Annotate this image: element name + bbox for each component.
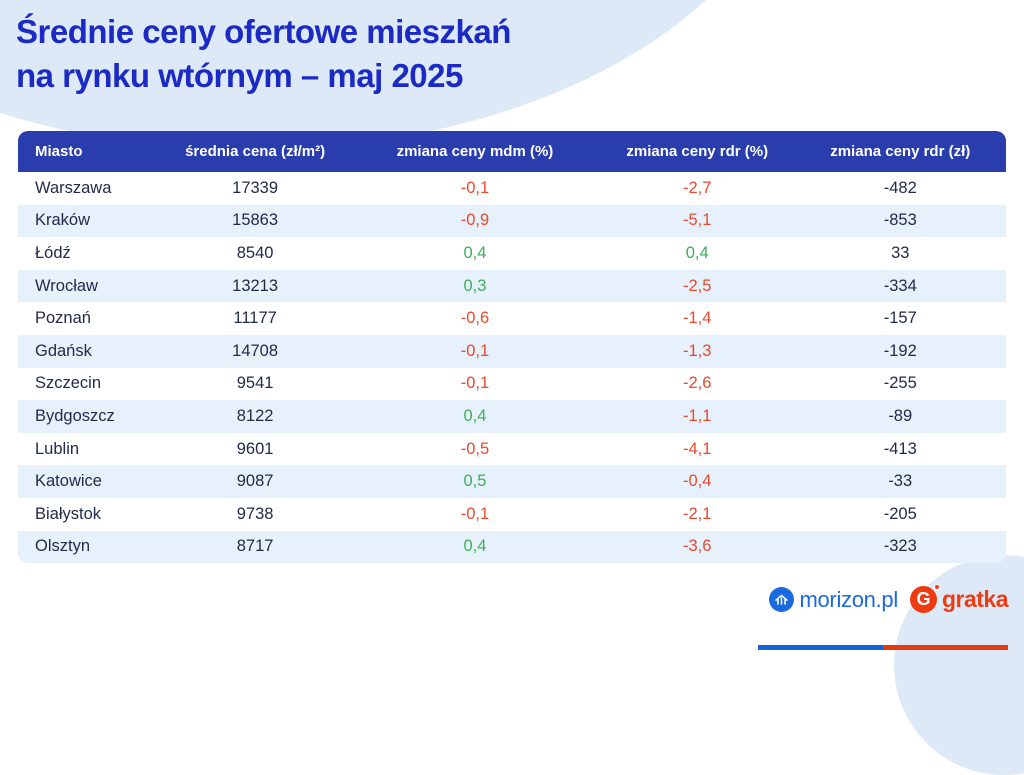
cell-change-yoy-pct: 0,4 [685,243,709,262]
cell-change-yoy-zl: -853 [883,211,917,230]
table-row: Olsztyn 8717 0,4 -3,6 -323 [18,530,1006,564]
cell-avg-price: 9738 [236,504,274,523]
table-row: Kraków 15863 -0,9 -5,1 -853 [18,204,1006,238]
cell-avg-price: 17339 [232,178,279,197]
cell-avg-price: 9087 [236,472,274,491]
table-row: Białystok 9738 -0,1 -2,1 -205 [18,497,1006,531]
cell-change-yoy-zl: -89 [888,406,913,425]
cell-city: Kraków [35,211,91,230]
table-row: Bydgoszcz 8122 0,4 -1,1 -89 [18,400,1006,433]
cell-city: Bydgoszcz [35,406,115,425]
cell-change-yoy-pct: -0,4 [683,472,712,491]
cell-change-yoy-pct: -2,7 [683,178,712,197]
cell-change-yoy-pct: -2,1 [683,504,712,523]
table-row: Warszawa 17339 -0,1 -2,7 -482 [18,172,1006,205]
page-title-line1: Średnie ceny ofertowe mieszkań [16,13,511,50]
cell-change-yoy-pct: -3,6 [683,537,712,556]
cell-change-yoy-zl: -157 [883,309,917,328]
cell-avg-price: 8540 [236,243,274,262]
column-header-change-mom: zmiana ceny mdm (%) [396,143,554,160]
morizon-house-icon [769,587,795,612]
table-row: Gdańsk 14708 -0,1 -1,3 -192 [18,334,1006,368]
footer-brands: morizon.pl G gratka [758,584,1009,650]
cell-city: Poznań [35,309,91,328]
cell-change-mom-pct: -0,9 [460,211,490,230]
cell-change-yoy-zl: 33 [891,243,910,262]
gratka-dot-icon [933,584,940,590]
column-header-city: Miasto [35,143,83,160]
table-row: Wrocław 13213 0,3 -2,5 -334 [18,269,1006,303]
table-header-row: Miasto średnia cena (zł/m²) zmiana ceny … [18,131,1006,172]
page-title-line2: na rynku wtórnym – maj 2025 [16,57,463,94]
cell-change-mom-pct: -0,1 [460,178,490,197]
cell-change-yoy-zl: -413 [883,439,917,458]
cell-change-yoy-pct: -1,4 [683,309,712,328]
cell-city: Lublin [35,439,80,458]
cell-avg-price: 15863 [232,211,279,230]
cell-change-mom-pct: -0,1 [460,341,490,360]
cell-change-mom-pct: 0,4 [463,243,487,262]
cell-change-yoy-pct: -4,1 [683,439,712,458]
morizon-label: morizon.pl [799,586,898,612]
cell-change-mom-pct: 0,3 [463,276,487,295]
column-header-avg-price: średnia cena (zł/m²) [185,143,326,160]
cell-change-yoy-zl: -334 [883,276,917,295]
table-row: Lublin 9601 -0,5 -4,1 -413 [18,432,1006,466]
cell-change-yoy-zl: -323 [883,537,917,556]
cell-city: Łódź [35,243,71,262]
cell-avg-price: 9601 [236,439,274,458]
cell-change-mom-pct: -0,1 [460,374,490,393]
cell-avg-price: 11177 [233,309,277,328]
cell-change-yoy-zl: -33 [888,472,913,491]
cell-avg-price: 13213 [232,276,279,295]
brand-bar-red [883,645,1008,650]
cell-change-yoy-zl: -205 [883,504,917,523]
cell-change-mom-pct: -0,5 [460,439,490,458]
cell-avg-price: 8717 [236,537,274,556]
cell-avg-price: 14708 [232,341,279,360]
table-row: Katowice 9087 0,5 -0,4 -33 [18,465,1006,498]
cell-city: Olsztyn [35,537,91,556]
cell-city: Białystok [35,504,102,523]
cell-change-mom-pct: 0,4 [463,537,487,556]
cell-city: Warszawa [35,178,112,197]
cell-city: Szczecin [35,374,102,393]
prices-table: Miasto średnia cena (zł/m²) zmiana ceny … [18,131,1006,564]
cell-change-mom-pct: 0,5 [463,472,487,491]
gratka-g-icon: G [909,584,940,613]
table-body: Warszawa 17339 -0,1 -2,7 -482 Kraków 15863 -0,9… [18,172,1006,564]
table-row: Szczecin 9541 -0,1 -2,6 -255 [18,367,1006,401]
column-header-change-yoy-zl: zmiana ceny rdr (zł) [830,143,971,160]
brand-bar-blue [758,645,883,650]
table-row: Łódź 8540 0,4 0,4 33 [18,237,1006,270]
cell-avg-price: 8122 [236,406,274,425]
cell-change-yoy-pct: -2,5 [683,276,712,295]
cell-change-yoy-zl: -192 [883,341,917,360]
cell-change-yoy-zl: -255 [883,374,917,393]
cell-change-yoy-pct: -2,6 [683,374,712,393]
cell-change-yoy-pct: -1,3 [683,341,712,360]
gratka-logo: G gratka [909,584,1009,613]
cell-city: Gdańsk [35,341,92,360]
cell-change-yoy-zl: -482 [883,178,917,197]
cell-change-yoy-pct: -5,1 [683,211,712,230]
cell-change-mom-pct: -0,1 [460,504,490,523]
cell-change-mom-pct: -0,6 [460,309,490,328]
morizon-logo: morizon.pl [769,586,898,613]
cell-city: Wrocław [35,276,98,295]
column-header-change-yoy-pct: zmiana ceny rdr (%) [626,143,769,160]
cell-avg-price: 9541 [236,374,274,393]
table-row: Poznań 11177 -0,6 -1,4 -157 [18,302,1006,335]
cell-city: Katowice [35,472,102,491]
gratka-label: gratka [941,586,1009,612]
cell-change-yoy-pct: -1,1 [683,406,712,425]
brand-color-bar [758,645,1008,650]
page-title: Średnie ceny ofertowe mieszkań na rynku … [16,10,511,98]
cell-change-mom-pct: 0,4 [463,406,487,425]
